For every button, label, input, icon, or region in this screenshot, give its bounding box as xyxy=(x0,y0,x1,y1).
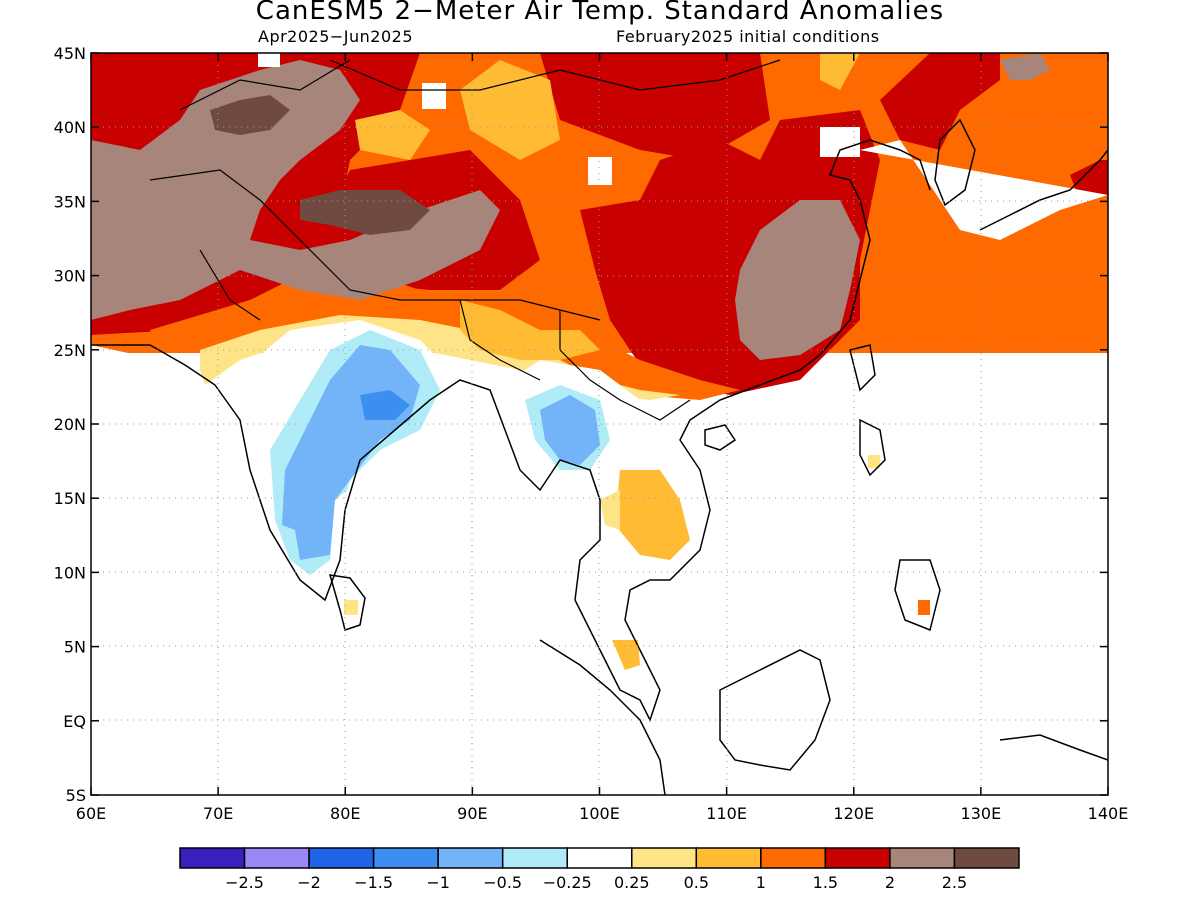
colorbar-swatch xyxy=(760,847,827,869)
lat-label: EQ xyxy=(63,712,86,731)
anomaly-fill-deepblue-india xyxy=(360,390,410,420)
lat-label: 10N xyxy=(54,563,86,582)
colorbar-label: 1 xyxy=(756,873,766,892)
coastline xyxy=(934,118,976,207)
anomaly-fill-amber-bengal xyxy=(460,300,600,360)
anomaly-fill-yellow-northeast xyxy=(820,53,860,90)
lat-label: 40N xyxy=(54,118,86,137)
anomaly-fill-amber-thai xyxy=(615,470,690,560)
lon-label: 80E xyxy=(330,804,360,823)
lon-label: 120E xyxy=(833,804,874,823)
coastline xyxy=(328,574,366,631)
lon-label: 70E xyxy=(203,804,233,823)
anomaly-fill-orange-mindanao xyxy=(918,600,930,615)
lon-label: 140E xyxy=(1088,804,1129,823)
anomaly-fill-yellow-thai xyxy=(600,490,620,530)
coastline xyxy=(849,344,876,392)
anomaly-fill-red-northeast xyxy=(880,53,1000,150)
lat-label: 5N xyxy=(64,638,86,657)
colorbar-label: 2 xyxy=(885,873,895,892)
colorbar-label: −0.25 xyxy=(543,873,592,892)
colorbar-label: −1.5 xyxy=(354,873,393,892)
colorbar-label: 1.5 xyxy=(813,873,838,892)
colorbar-swatch xyxy=(501,847,568,869)
masked-cell xyxy=(422,83,446,109)
colorbar-swatch xyxy=(566,847,633,869)
coastline xyxy=(91,139,931,722)
anomaly-fill-yellow-luzon xyxy=(868,455,880,468)
colorbar-label: −2 xyxy=(297,873,321,892)
colorbar-label: 0.5 xyxy=(684,873,709,892)
coastline xyxy=(859,418,886,477)
anomaly-fill-brown-northeast xyxy=(1000,53,1050,80)
anomaly-field xyxy=(91,53,1108,795)
colorbar-label: 2.5 xyxy=(942,873,967,892)
longitude-labels: 60E 70E 80E 90E 100E 110E 120E 130E 140E xyxy=(76,804,1129,823)
colorbar xyxy=(179,847,1020,869)
colorbar-swatch xyxy=(631,847,698,869)
colorbar-swatch xyxy=(179,847,246,869)
colorbar-label: −0.5 xyxy=(483,873,522,892)
lat-label: 45N xyxy=(54,44,86,63)
lat-label: 20N xyxy=(54,415,86,434)
colorbar-label: 0.25 xyxy=(614,873,650,892)
lon-label: 130E xyxy=(961,804,1002,823)
coastline xyxy=(894,559,941,632)
border-lines xyxy=(149,59,781,421)
ocean-mask xyxy=(91,140,1108,795)
lon-label: 60E xyxy=(76,804,106,823)
anomaly-fill-amber-malay xyxy=(612,640,640,670)
colorbar-swatch xyxy=(372,847,439,869)
forecast-period: Apr2025−Jun2025 xyxy=(258,27,414,46)
masked-cell xyxy=(258,53,280,67)
colorbar-swatch xyxy=(824,847,891,869)
colorbar-label: −1 xyxy=(426,873,450,892)
colorbar-swatch xyxy=(308,847,375,869)
anomaly-fill-yellow-srilanka xyxy=(344,600,358,615)
anomaly-fill-dark-westasia xyxy=(210,95,290,135)
latitude-labels: 45N 40N 35N 30N 25N 20N 15N 10N 5N EQ 5S xyxy=(54,44,86,805)
anomaly-fill-yellow-north xyxy=(355,110,430,160)
coastline xyxy=(979,149,1108,231)
initial-conditions: February2025 initial conditions xyxy=(616,27,880,46)
colorbar-swatch xyxy=(437,847,504,869)
colorbar-swatch xyxy=(243,847,310,869)
colorbar-swatch xyxy=(695,847,762,869)
coastline xyxy=(719,649,831,771)
lat-label: 25N xyxy=(54,341,86,360)
map-title: CanESM5 2−Meter Air Temp. Standard Anoma… xyxy=(255,0,945,26)
lon-label: 110E xyxy=(706,804,747,823)
anomaly-fill-yellow-mongolia xyxy=(460,60,560,160)
lon-label: 90E xyxy=(457,804,487,823)
coastline xyxy=(999,734,1108,761)
colorbar-swatch xyxy=(889,847,956,869)
anomaly-fill-brown-westasia xyxy=(91,60,500,320)
colorbar-labels: −2.5 −2 −1.5 −1 −0.5 −0.25 0.25 0.5 1 1.5 2 2.5 xyxy=(225,873,967,892)
lat-label: 5S xyxy=(66,786,86,805)
colorbar-label: −2.5 xyxy=(225,873,264,892)
lat-label: 15N xyxy=(54,489,86,508)
coastline xyxy=(539,639,666,795)
anomaly-fill-brown-china xyxy=(735,200,860,360)
lat-label: 35N xyxy=(54,192,86,211)
axis-ticks xyxy=(90,52,1109,796)
masked-cell xyxy=(588,157,612,185)
anomaly-fill-blue-myanmar xyxy=(540,395,600,465)
gridlines xyxy=(91,53,1108,795)
coastline xyxy=(704,424,737,451)
colorbar-swatch xyxy=(953,847,1020,869)
lat-label: 30N xyxy=(54,267,86,286)
lon-label: 100E xyxy=(579,804,620,823)
